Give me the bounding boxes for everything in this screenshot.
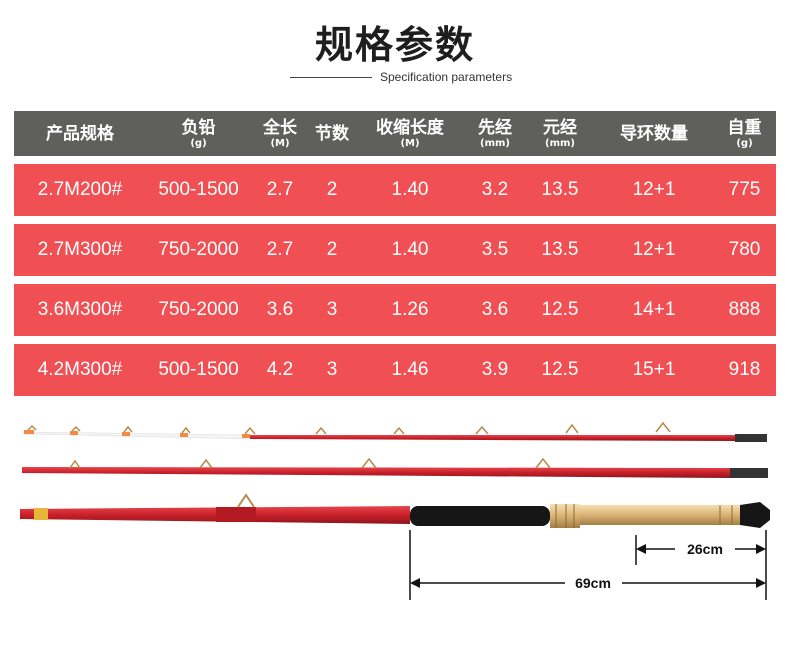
table-cell: 13.5 bbox=[541, 179, 579, 200]
table-cell: 888 bbox=[728, 299, 761, 320]
header-cell: 产品规格 bbox=[46, 123, 114, 144]
table-cell: 775 bbox=[728, 179, 761, 200]
table-cell: 2.7 bbox=[266, 179, 294, 200]
table-header: 产品规格 负铅 (g) 全长 (M) 节数 收缩长度 (M) 先经 (mm) 元经 (mm… bbox=[14, 111, 776, 156]
header-cell: 负铅 (g) bbox=[181, 117, 216, 149]
table-cell: 2.7M200# bbox=[37, 179, 123, 200]
table-cell: 1.40 bbox=[391, 239, 429, 260]
rod-tip-section bbox=[23, 421, 767, 442]
table-cell: 12+1 bbox=[632, 239, 676, 260]
table-cell: 3.2 bbox=[481, 179, 509, 200]
table-cell: 12+1 bbox=[632, 179, 676, 200]
table-cell: 750-2000 bbox=[158, 299, 239, 320]
fishing-rod-illustration: 26cm 69cm bbox=[20, 421, 770, 600]
table-cell: 1.40 bbox=[391, 179, 429, 200]
header-cell: 全长 (M) bbox=[263, 117, 297, 149]
table-cell: 13.5 bbox=[541, 239, 579, 260]
table-cell: 3.6M300# bbox=[37, 299, 123, 320]
table-cell: 2 bbox=[326, 179, 338, 200]
table-cell: 3.6 bbox=[266, 299, 294, 320]
table-cell: 500-1500 bbox=[158, 179, 239, 200]
table-cell: 750-2000 bbox=[158, 239, 239, 260]
header-cell: 元经 (mm) bbox=[543, 117, 577, 149]
table-cell: 2.7 bbox=[266, 239, 294, 260]
header-cell: 节数 bbox=[315, 123, 349, 144]
table-cell: 3 bbox=[326, 299, 338, 320]
subtitle-divider bbox=[290, 77, 372, 78]
table-cell: 1.26 bbox=[391, 299, 429, 320]
table-cell: 15+1 bbox=[632, 359, 676, 380]
dimension-annotations bbox=[409, 530, 767, 600]
table-cell: 780 bbox=[728, 239, 761, 260]
table-cell: 12.5 bbox=[541, 299, 579, 320]
table-cell: 4.2 bbox=[266, 359, 294, 380]
grip-length-label: 69cm bbox=[575, 575, 611, 591]
table-row: 3.6M300# 750-2000 3.6 3 1.26 3.6 12.5 14… bbox=[14, 284, 776, 336]
table-cell: 2.7M300# bbox=[37, 239, 123, 260]
table-row: 2.7M200# 500-1500 2.7 2 1.40 3.2 13.5 12… bbox=[14, 164, 776, 216]
table-cell: 3.6 bbox=[481, 299, 509, 320]
table-cell: 4.2M300# bbox=[37, 359, 123, 380]
page-title: 规格参数 bbox=[314, 23, 475, 67]
rod-mid-section bbox=[22, 457, 768, 478]
table-row: 2.7M300# 750-2000 2.7 2 1.40 3.5 13.5 12… bbox=[14, 224, 776, 276]
page-subtitle: Specification parameters bbox=[380, 70, 513, 84]
header-cell: 自重 (g) bbox=[727, 117, 762, 149]
header-cell: 先经 (mm) bbox=[478, 117, 512, 149]
table-row: 4.2M300# 500-1500 4.2 3 1.46 3.9 12.5 15… bbox=[14, 344, 776, 396]
header-cell: 导环数量 bbox=[620, 123, 688, 144]
header-cell: 收缩长度 (M) bbox=[376, 117, 444, 149]
spec-table: 产品规格 负铅 (g) 全长 (M) 节数 收缩长度 (M) 先经 (mm) 元经 (mm… bbox=[14, 111, 776, 396]
table-cell: 918 bbox=[728, 359, 761, 380]
table-cell: 3.5 bbox=[481, 239, 509, 260]
table-cell: 12.5 bbox=[541, 359, 579, 380]
table-cell: 1.46 bbox=[391, 359, 429, 380]
table-cell: 3.9 bbox=[481, 359, 509, 380]
rod-butt-section bbox=[20, 493, 770, 528]
table-cell: 14+1 bbox=[632, 299, 676, 320]
table-cell: 2 bbox=[326, 239, 338, 260]
handle-length-label: 26cm bbox=[687, 541, 723, 557]
table-cell: 3 bbox=[326, 359, 338, 380]
table-cell: 500-1500 bbox=[158, 359, 239, 380]
